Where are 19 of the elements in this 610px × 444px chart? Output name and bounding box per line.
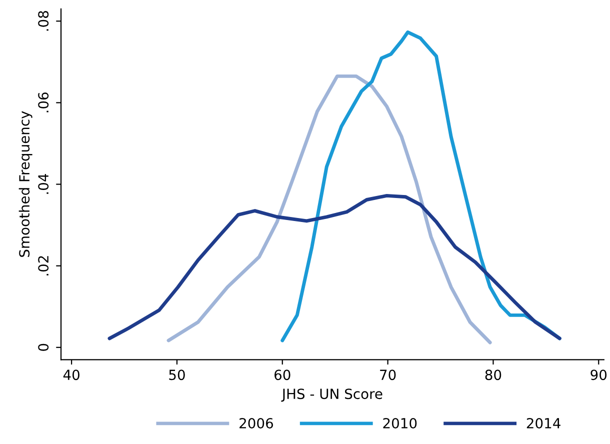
y-tick-label: 0: [38, 344, 49, 351]
y-tick-label: .04: [38, 174, 49, 194]
y-tick-label: .08: [38, 11, 49, 31]
x-tick-label: 60: [274, 370, 290, 380]
x-tick-label: 50: [169, 370, 185, 380]
x-tick-label: 80: [485, 370, 502, 380]
line-series: [280, 30, 562, 342]
legend-label: 2006: [240, 418, 273, 428]
x-tick-label: 40: [63, 370, 80, 380]
x-tick-label: 90: [590, 370, 607, 380]
y-axis-title: Smoothed Frequency: [18, 111, 32, 257]
legend-label: 2014: [526, 418, 560, 428]
line-series: [166, 74, 492, 344]
x-tick-label: 70: [380, 370, 396, 380]
legend-label: 2010: [383, 418, 417, 428]
x-axis-title: JHS - UN Score: [281, 388, 382, 402]
y-tick-label: .06: [38, 92, 49, 112]
y-tick-label: .02: [38, 256, 49, 276]
line-series: [108, 194, 562, 340]
